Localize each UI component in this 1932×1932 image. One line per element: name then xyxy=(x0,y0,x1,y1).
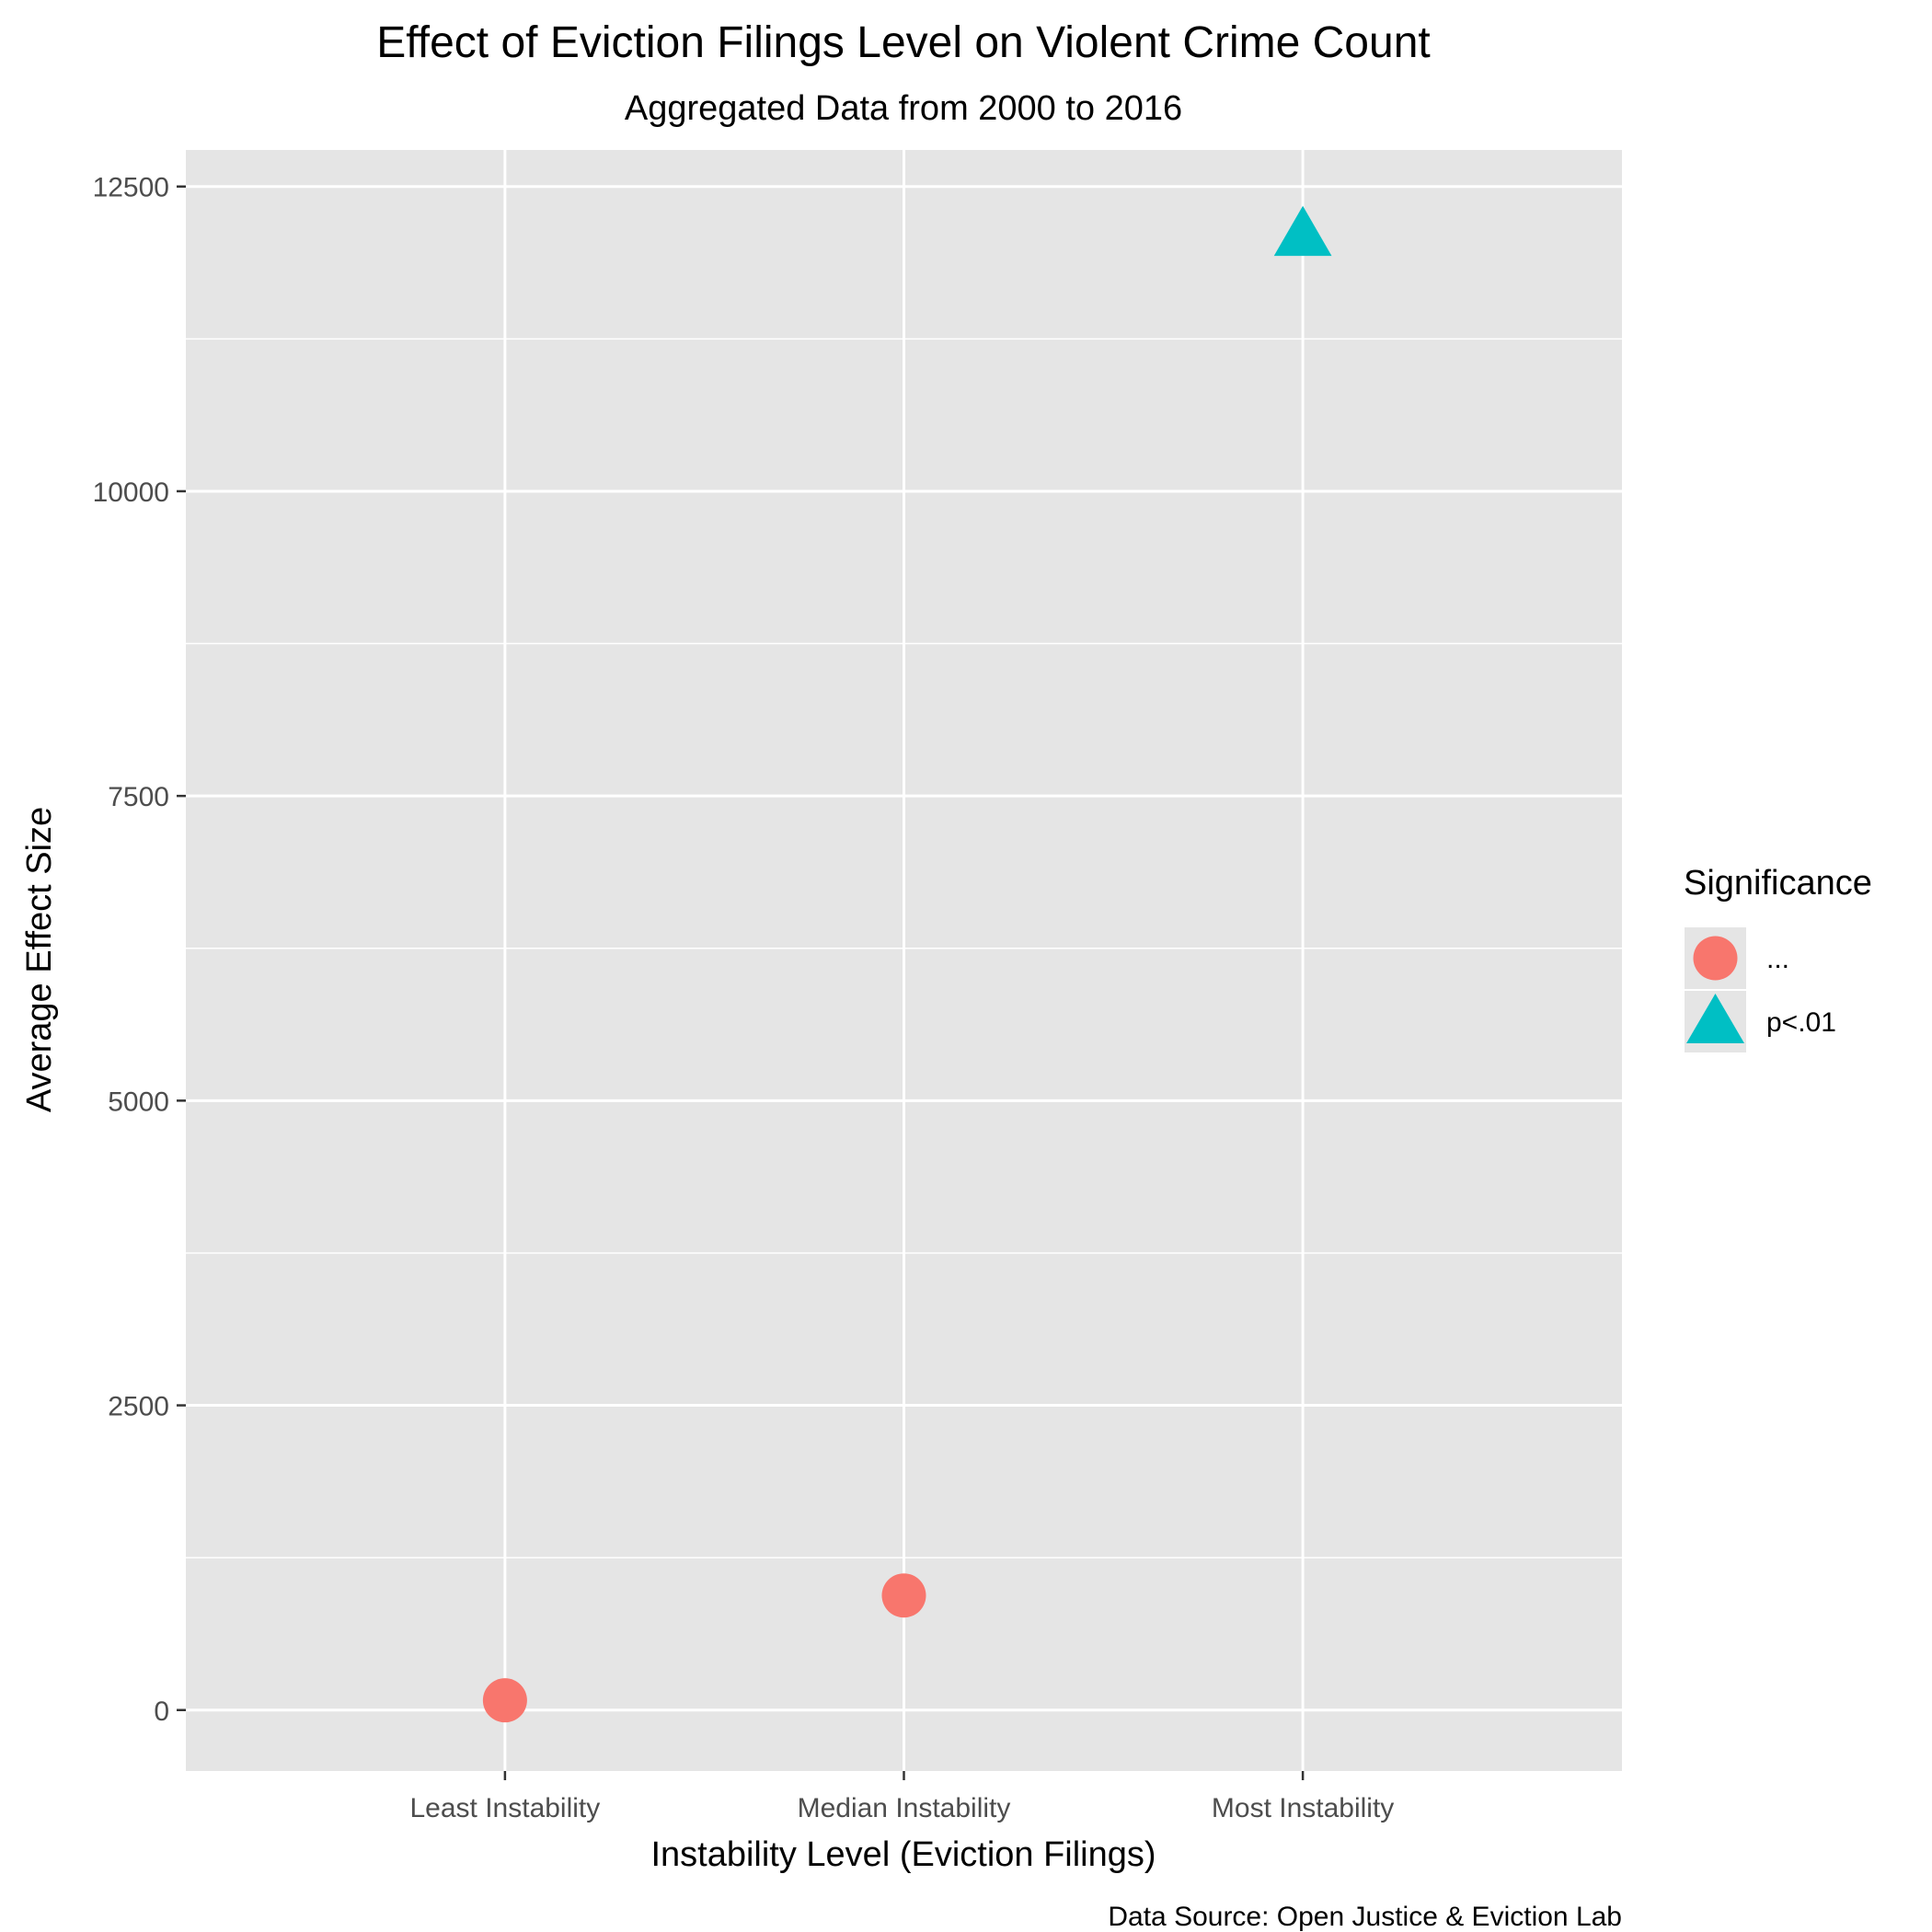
caption: Data Source: Open Justice & Eviction Lab xyxy=(1108,1902,1622,1932)
y-tick-label: 2500 xyxy=(108,1392,169,1422)
y-axis-title: Average Effect Size xyxy=(20,807,59,1112)
legend-triangle-icon xyxy=(1686,994,1744,1043)
legend-label-significant: p<.01 xyxy=(1766,1007,1836,1038)
y-tick-label: 7500 xyxy=(108,782,169,812)
data-points xyxy=(482,205,1332,1723)
x-tick-label: Least Instability xyxy=(409,1793,600,1823)
legend-title: Significance xyxy=(1684,864,1872,903)
x-axis: Least Instability Median Instability Most … xyxy=(409,1771,1394,1823)
legend-label-insignificant: ... xyxy=(1766,944,1789,974)
x-axis-title: Instability Level (Eviction Filings) xyxy=(650,1835,1156,1874)
chart-title: Effect of Eviction Filings Level on Viol… xyxy=(376,18,1430,67)
legend-circle-icon xyxy=(1693,936,1738,981)
x-tick-label: Median Instability xyxy=(798,1793,1011,1823)
y-tick-label: 12500 xyxy=(93,173,169,203)
data-point-triangle xyxy=(1273,205,1332,257)
data-point-circle xyxy=(881,1573,926,1618)
major-gridlines xyxy=(186,150,1622,1771)
y-tick-label: 0 xyxy=(154,1696,169,1727)
y-tick-label: 5000 xyxy=(108,1087,169,1117)
plot-area xyxy=(186,150,1622,1771)
chart-subtitle: Aggregated Data from 2000 to 2016 xyxy=(625,89,1182,128)
data-point-circle xyxy=(482,1678,527,1723)
y-tick-label: 10000 xyxy=(93,477,169,508)
legend: Significance ... p<.01 xyxy=(1684,864,1872,1052)
x-tick-label: Most Instability xyxy=(1212,1793,1394,1823)
y-axis: 0 2500 5000 7500 10000 12500 xyxy=(93,173,186,1727)
